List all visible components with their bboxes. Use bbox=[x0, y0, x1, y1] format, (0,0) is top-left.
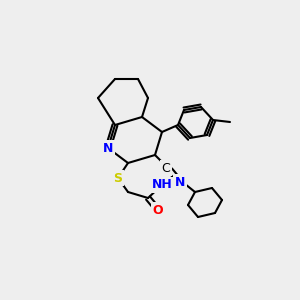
Text: O: O bbox=[153, 203, 163, 217]
Text: S: S bbox=[113, 172, 122, 184]
Text: N: N bbox=[175, 176, 185, 188]
Text: C: C bbox=[162, 161, 170, 175]
Text: NH: NH bbox=[152, 178, 172, 191]
Text: N: N bbox=[103, 142, 113, 154]
